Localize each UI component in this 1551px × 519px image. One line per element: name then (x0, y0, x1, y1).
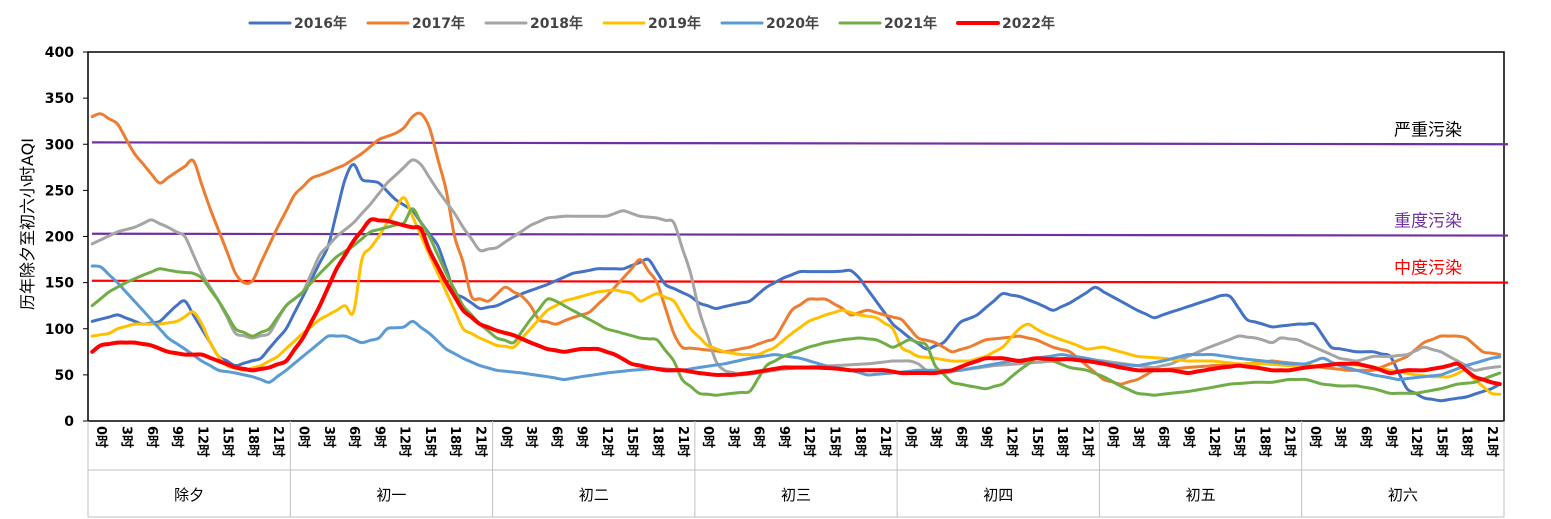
series-lines (90, 111, 1502, 403)
x-tick-label: 6时 (1155, 426, 1171, 448)
day-labels: 除夕 初一 初二 初三 初四 初五 初六 (87, 421, 1505, 518)
x-tick-label: 3时 (725, 426, 741, 448)
x-tick-label: 0时 (296, 426, 312, 448)
x-tick-label: 18时 (1459, 426, 1475, 457)
legend-label: 2020年 (766, 15, 819, 32)
x-tick-label: 21时 (270, 426, 286, 457)
day-label: 初六 (1388, 486, 1418, 504)
x-tick-label: 0时 (93, 426, 109, 448)
x-tick-label: 18时 (1054, 426, 1070, 457)
legend-label: 2019年 (648, 15, 701, 32)
x-tick-label: 0时 (700, 426, 716, 448)
x-tick-label: 9时 (574, 426, 590, 448)
day-label: 初四 (983, 486, 1013, 504)
series-line-2020年 (90, 264, 1502, 384)
reference-line-label: 中度污染 (1394, 259, 1462, 279)
x-tick-label: 15时 (220, 426, 236, 457)
y-tick-label: 50 (55, 368, 75, 384)
day-label: 除夕 (174, 486, 204, 504)
x-tick-label: 18时 (650, 426, 666, 457)
x-tick-label: 9时 (169, 426, 185, 448)
x-tick-label: 12时 (1004, 426, 1020, 457)
x-tick-label: 0时 (902, 426, 918, 448)
x-tick-label: 6时 (548, 426, 564, 448)
legend-label: 2021年 (884, 15, 937, 32)
day-label: 初二 (579, 486, 609, 504)
x-tick-label: 15时 (827, 426, 843, 457)
legend-label: 2022年 (1002, 15, 1055, 32)
x-tick-label: 18时 (1256, 426, 1272, 457)
x-tick-label: 9时 (978, 426, 994, 448)
series-line-2019年 (90, 196, 1502, 396)
x-tick-label: 18时 (245, 426, 261, 457)
x-tick-label: 15时 (1029, 426, 1045, 457)
x-tick-label: 12时 (194, 426, 210, 457)
reference-line-1 (91, 232, 1509, 237)
x-tick-label: 15时 (1433, 426, 1449, 457)
legend: 2016年 2017年 2018年 2019年 2020年 2021年 2022年 (248, 15, 1055, 32)
legend-label: 2017年 (412, 15, 465, 32)
x-tick-label: 18时 (447, 426, 463, 457)
x-tick-label: 12时 (599, 426, 615, 457)
y-tick-label: 250 (45, 183, 74, 199)
x-tick-label: 3时 (1332, 426, 1348, 448)
series-line-2021年 (90, 207, 1502, 397)
x-tick-label: 12时 (397, 426, 413, 457)
x-tick-label: 12时 (1206, 426, 1222, 457)
x-tick-label: 15时 (1231, 426, 1247, 457)
reference-line-label: 重度污染 (1394, 212, 1462, 232)
x-tick-label: 21时 (1282, 426, 1298, 457)
day-label: 初三 (781, 486, 811, 504)
x-tick-label: 9时 (1181, 426, 1197, 448)
series-line-2022年 (90, 217, 1502, 387)
x-tick-label: 0时 (1105, 426, 1121, 448)
y-tick-label: 0 (64, 414, 74, 430)
x-tick-label: 6时 (1358, 426, 1374, 448)
x-tick-label: 0时 (498, 426, 514, 448)
y-tick-label: 300 (45, 137, 74, 153)
x-tick-label: 6时 (346, 426, 362, 448)
legend-label: 2018年 (530, 15, 583, 32)
x-tick-label: 21时 (1079, 426, 1095, 457)
x-tick-label: 9时 (776, 426, 792, 448)
reference-line-label: 严重污染 (1394, 120, 1462, 140)
x-tick-label: 12时 (1408, 426, 1424, 457)
reference-line-0 (91, 141, 1509, 146)
x-tick-label: 21时 (675, 426, 691, 457)
series-line-2018年 (90, 158, 1502, 377)
y-tick-label: 150 (45, 276, 74, 292)
reference-line-2 (91, 279, 1509, 284)
x-tick-label: 18时 (852, 426, 868, 457)
y-tick-label: 100 (45, 322, 74, 338)
x-tick-label: 3时 (928, 426, 944, 448)
x-tick-label: 15时 (422, 426, 438, 457)
series-line-2017年 (90, 111, 1502, 386)
x-tick-label: 0时 (1307, 426, 1323, 448)
x-tick-label: 3时 (523, 426, 539, 448)
x-tick-label: 6时 (144, 426, 160, 448)
day-label: 初五 (1186, 486, 1216, 504)
y-tick-label: 400 (45, 45, 74, 61)
y-axis-label: 历年除夕至初六小时AQI (18, 138, 37, 310)
x-tick-label: 6时 (953, 426, 969, 448)
x-tick-label: 21时 (877, 426, 893, 457)
x-tick-label: 21时 (473, 426, 489, 457)
x-tick-label: 3时 (119, 426, 135, 448)
x-tick-label: 6时 (751, 426, 767, 448)
x-tick-label: 15时 (624, 426, 640, 457)
y-tick-label: 350 (45, 91, 74, 107)
x-tick-label: 21时 (1484, 426, 1500, 457)
y-axis-ticks: 0 50 100 150 200 250 300 350 400 (45, 45, 88, 430)
x-tick-label: 12时 (801, 426, 817, 457)
x-tick-label: 9时 (371, 426, 387, 448)
day-label: 初一 (376, 486, 406, 504)
x-tick-label: 3时 (1130, 426, 1146, 448)
y-tick-label: 200 (45, 230, 74, 246)
x-axis-ticks: 0时 3时 6时 9时 12时 15时 18时 21时 0时 3时 6时 9时 12时 15时 18时 21时… (93, 426, 1500, 457)
x-tick-label: 9时 (1383, 426, 1399, 448)
x-tick-label: 3时 (321, 426, 337, 448)
legend-label: 2016年 (294, 15, 347, 32)
